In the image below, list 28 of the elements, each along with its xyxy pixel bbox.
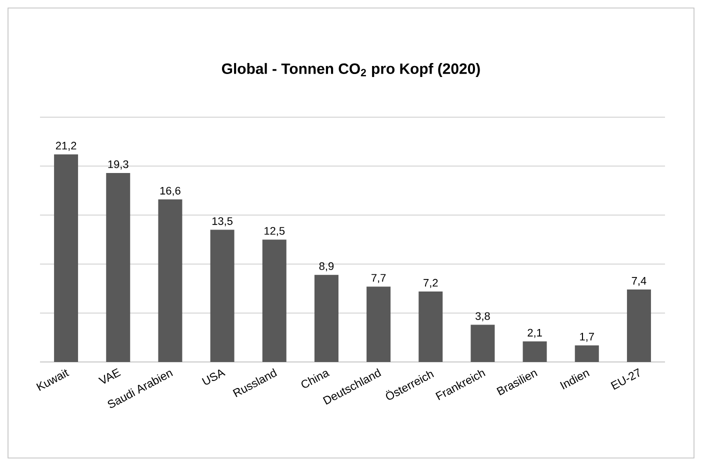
data-label: 16,6: [160, 186, 180, 196]
data-label: 13,5: [212, 217, 232, 226]
data-label: 3,8: [476, 312, 490, 322]
data-label: 7,4: [632, 277, 646, 286]
bar: [470, 324, 495, 362]
data-label: 12,5: [264, 227, 285, 236]
data-label: 19,3: [108, 160, 128, 170]
bar: [314, 274, 338, 362]
x-tick-label: Indien: [560, 370, 590, 390]
data-label: 8,9: [319, 262, 334, 272]
data-label: 7,2: [424, 278, 438, 288]
data-label: 7,7: [371, 274, 386, 284]
bar: [366, 286, 391, 362]
x-tick-label: VAE: [98, 368, 121, 384]
bar: [106, 172, 130, 362]
bar: [522, 341, 547, 362]
bar: [262, 240, 286, 362]
bar: [418, 291, 443, 362]
data-label: 1,7: [580, 332, 594, 342]
bar: [574, 345, 599, 362]
bar: [158, 199, 182, 362]
bar: [210, 230, 234, 362]
data-label: 21,2: [56, 142, 76, 151]
chart-title: Global - Tonnen CO$_{2}$ pro Kopf (2020): [222, 63, 480, 77]
data-label: 2,1: [528, 328, 542, 338]
bar: [626, 290, 651, 362]
x-tick-label: USA: [202, 369, 226, 385]
bar: [54, 154, 78, 362]
